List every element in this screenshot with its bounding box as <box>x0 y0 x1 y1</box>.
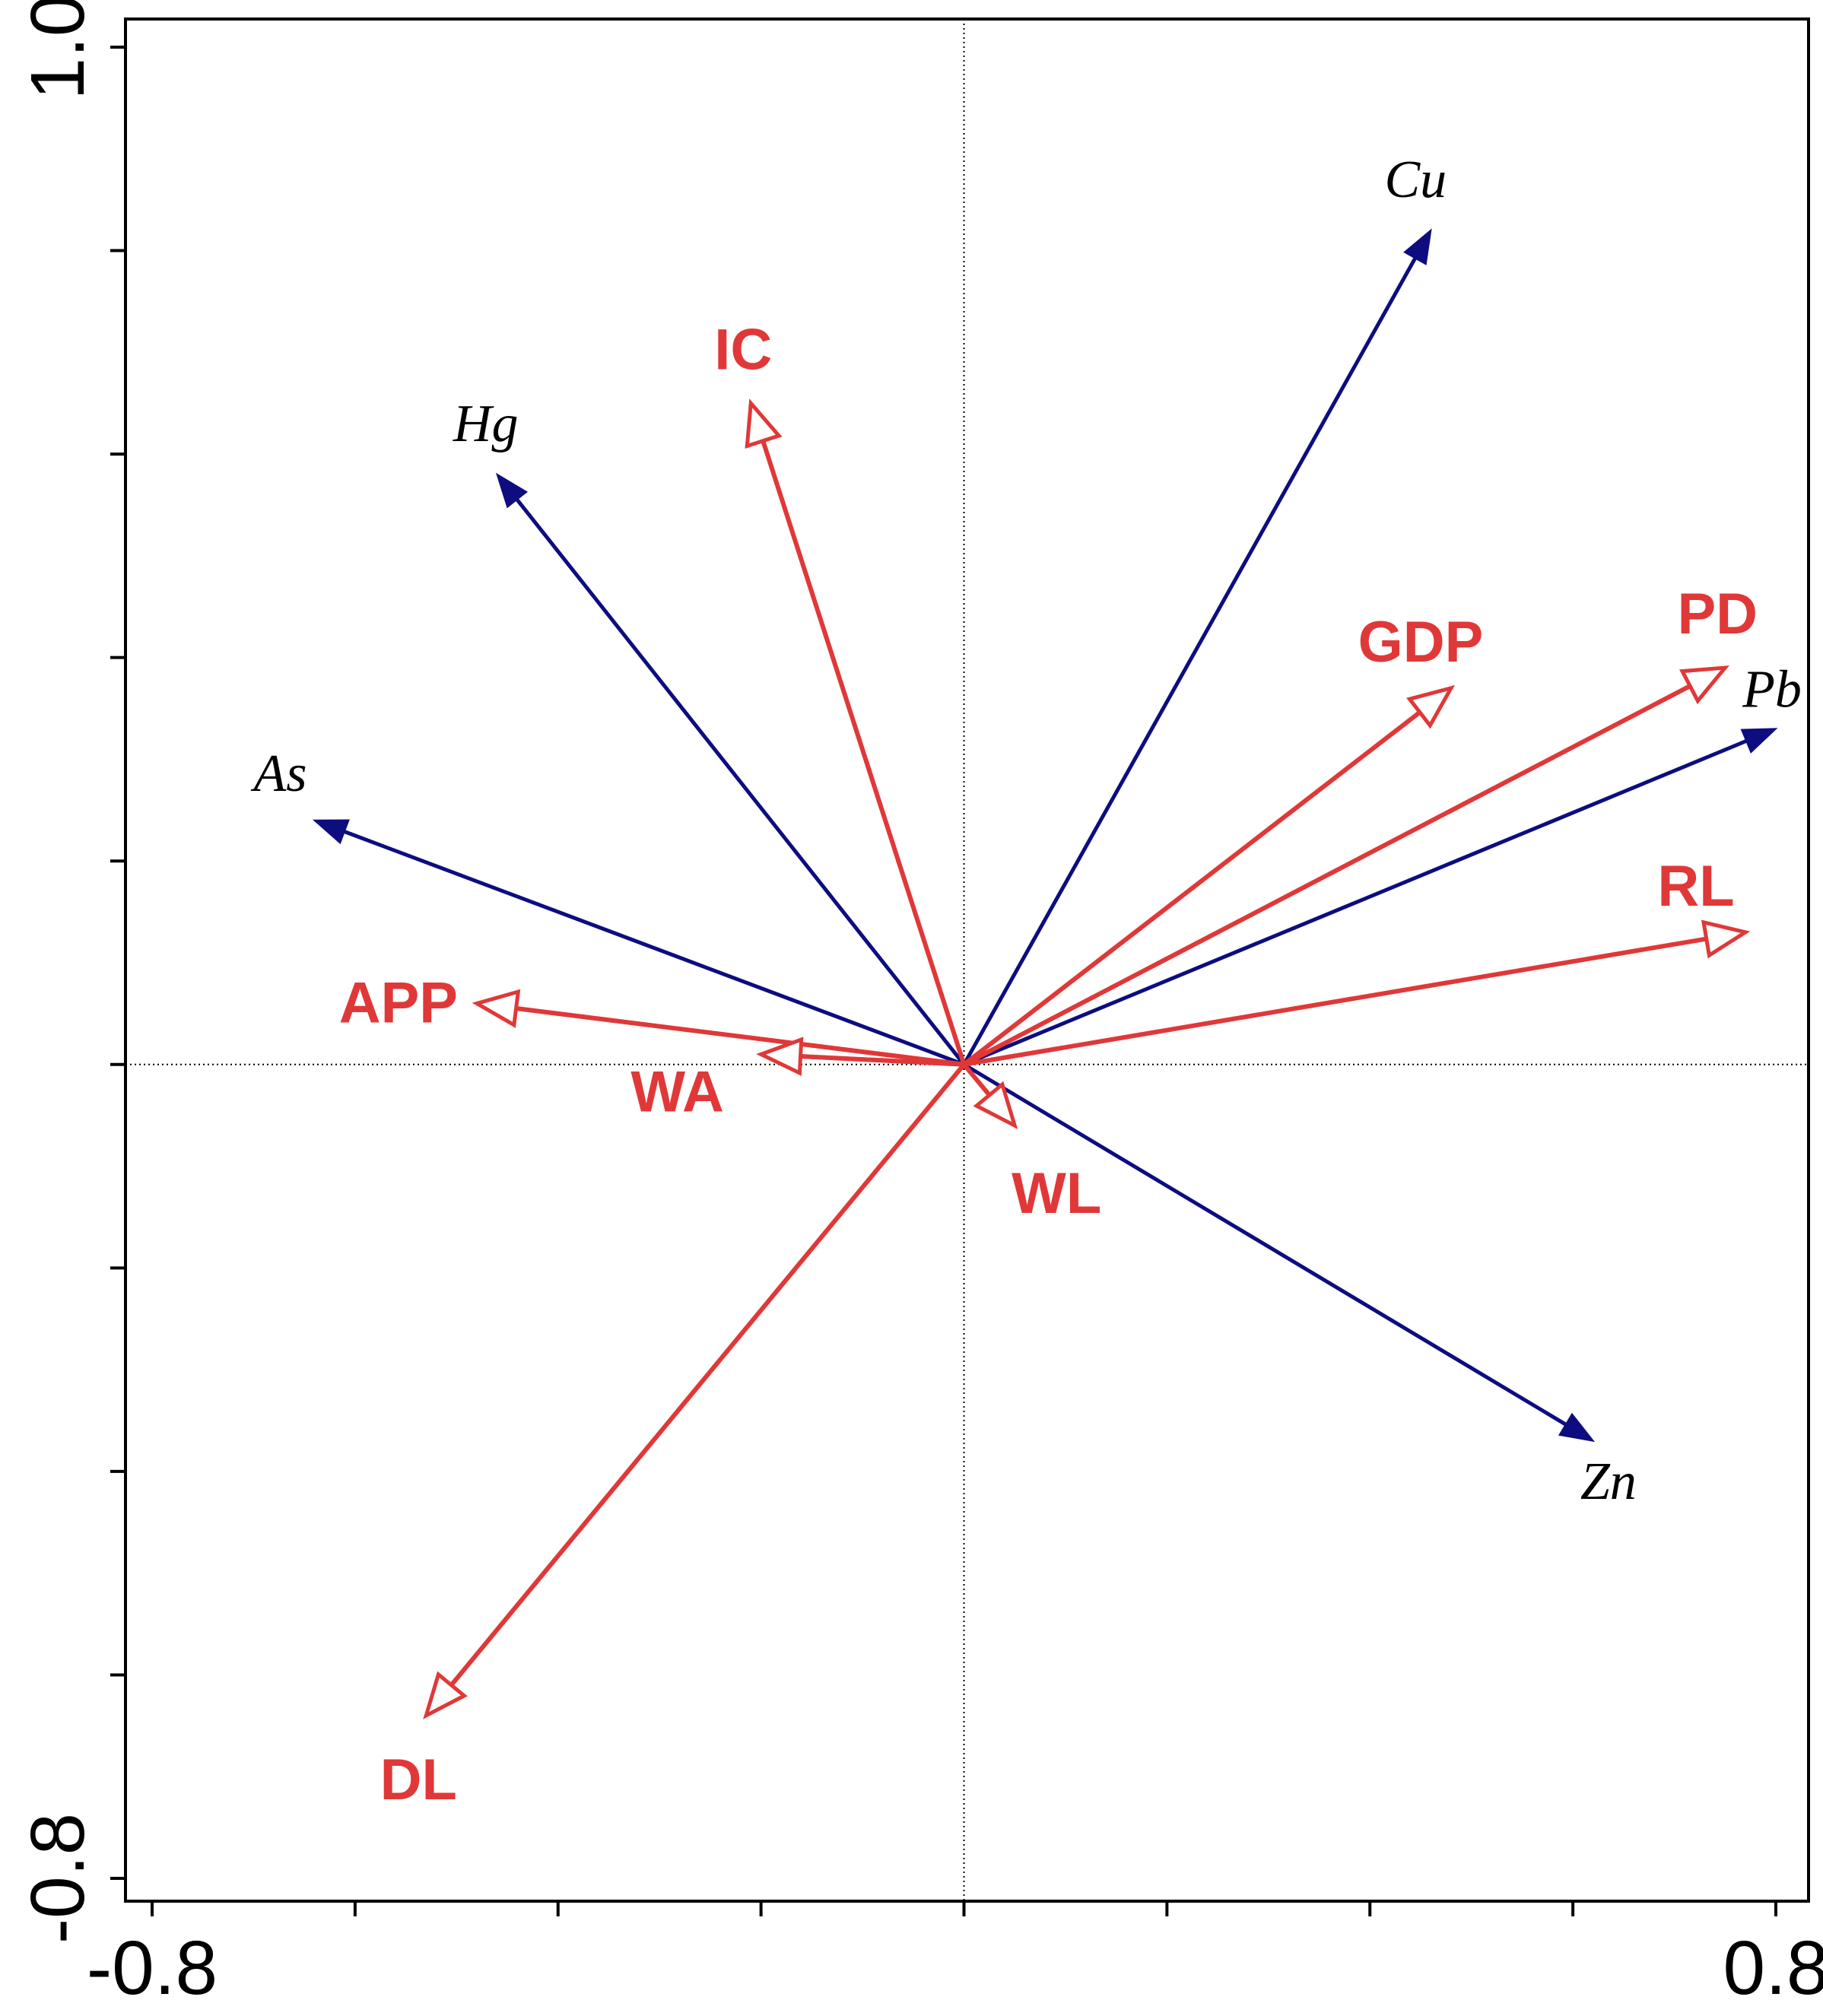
arrowhead-rl <box>1701 919 1751 959</box>
arrowhead-hg <box>495 472 529 509</box>
label-pd: PD <box>1677 582 1758 646</box>
arrowhead-dl <box>423 1671 468 1719</box>
arrow-pb <box>963 739 1748 1067</box>
arrow-rl <box>963 936 1707 1067</box>
arrow-wl <box>962 1062 992 1097</box>
arrowhead-app <box>472 989 521 1028</box>
y-tick-label-min: -0.8 <box>15 1813 100 1944</box>
arrow-zn <box>963 1062 1567 1427</box>
arrow-dl <box>449 1062 966 1687</box>
label-zn: Zn <box>1580 1452 1637 1511</box>
arrow-wa <box>800 1054 964 1067</box>
label-hg: Hg <box>453 395 519 453</box>
arrowhead-wa <box>756 1037 804 1076</box>
arrow-as <box>343 830 965 1067</box>
label-rl: RL <box>1657 854 1734 919</box>
label-as: As <box>251 744 307 803</box>
label-wl: WL <box>1012 1161 1101 1226</box>
label-wa: WA <box>630 1059 723 1124</box>
arrow-gdp <box>962 710 1421 1067</box>
arrowhead-zn <box>1558 1412 1596 1443</box>
label-cu: Cu <box>1384 151 1447 209</box>
arrowhead-as <box>312 819 350 845</box>
arrowhead-pb <box>1740 728 1778 754</box>
arrowhead-pd <box>1679 665 1729 705</box>
plot-frame <box>124 17 1810 1903</box>
arrowhead-ic <box>745 398 783 449</box>
arrow-hg <box>515 498 966 1066</box>
label-app: APP <box>339 971 458 1036</box>
label-pb: Pb <box>1742 660 1802 719</box>
x-tick-label-max: 0.8 <box>1723 1926 1823 2011</box>
label-gdp: GDP <box>1358 610 1484 675</box>
arrowhead-gdp <box>1406 684 1456 729</box>
label-ic: IC <box>714 317 772 382</box>
y-tick-label-max: 1.0 <box>15 0 100 100</box>
arrow-app <box>516 1006 964 1067</box>
arrow-ic <box>761 440 967 1065</box>
arrowhead-cu <box>1403 228 1432 265</box>
arrow-cu <box>962 257 1417 1065</box>
label-dl: DL <box>380 1748 457 1812</box>
arrowhead-wl <box>973 1081 1018 1129</box>
arrow-pd <box>963 684 1691 1067</box>
x-tick-label-min: -0.8 <box>87 1926 218 2011</box>
